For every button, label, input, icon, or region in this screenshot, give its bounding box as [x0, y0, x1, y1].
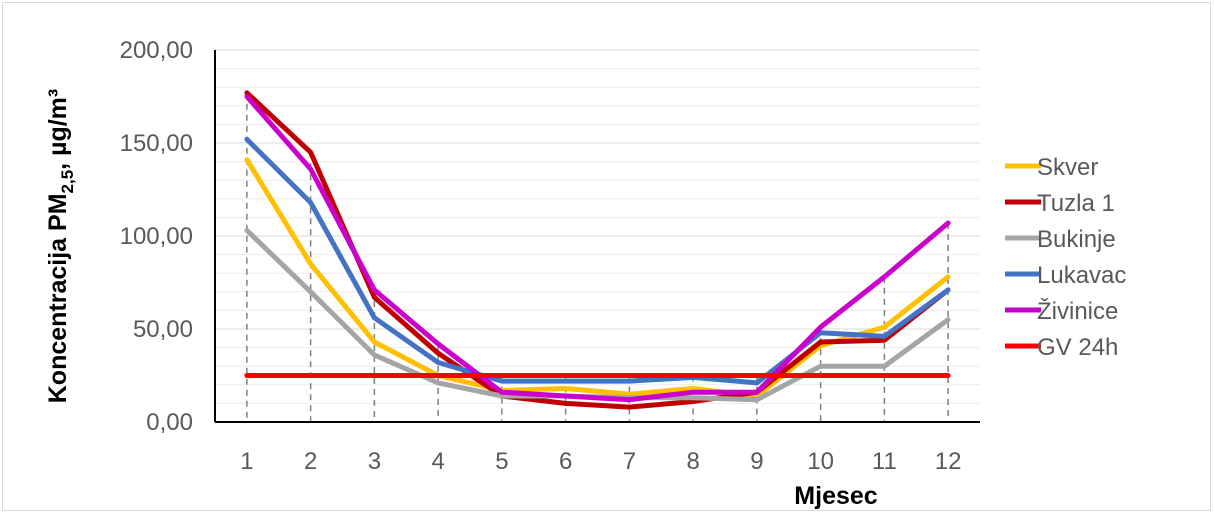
x-axis-label: Mjesec [794, 482, 877, 510]
x-tick-label: 1 [240, 448, 253, 475]
x-tick-label: 7 [623, 448, 636, 475]
series-lines [244, 90, 951, 410]
x-tick-label: 8 [686, 448, 699, 475]
x-tick-label: 11 [872, 448, 897, 475]
y-tick-labels: 0,00 50,00 100,00 150,00 200,00 [120, 37, 193, 436]
y-axis-label: Koncentracija PM2,5, µg/m³ [44, 89, 77, 404]
x-tick-label: 9 [750, 448, 763, 475]
x-tick-label: 2 [304, 448, 317, 475]
y-tick-label: 100,00 [120, 223, 193, 250]
y-tick-label: 200,00 [120, 37, 193, 64]
series-line [244, 94, 951, 403]
x-tick-labels: 1 2 3 4 5 6 7 8 9 10 11 12 [240, 448, 961, 475]
legend-label: Živinice [1037, 298, 1118, 325]
x-tick-label: 3 [368, 448, 381, 475]
y-axis-label-subscript: 2,5 [58, 170, 77, 194]
x-tick-label: 12 [935, 448, 962, 475]
x-tick-label: 5 [495, 448, 508, 475]
x-tick-label: 10 [807, 448, 834, 475]
legend-label: Tuzla 1 [1037, 190, 1115, 217]
grid-lines [215, 49, 980, 404]
y-tick-label: 0,00 [146, 409, 193, 436]
y-tick-label: 150,00 [120, 130, 193, 157]
legend-label: Skver [1037, 154, 1098, 181]
y-tick-label: 50,00 [133, 316, 193, 343]
legend-label: GV 24h [1037, 334, 1118, 361]
legend: Skver Tuzla 1 Bukinje Lukavac Živinice GV 24h [1005, 154, 1126, 361]
drop-lines [246, 92, 949, 422]
y-axis-label-prefix: Koncentracija PM [44, 193, 72, 403]
axes [214, 50, 980, 423]
legend-label: Lukavac [1037, 262, 1126, 289]
x-tick-label: 4 [431, 448, 444, 475]
x-tick-label: 6 [559, 448, 572, 475]
y-axis-label-suffix: , µg/m³ [44, 89, 72, 170]
legend-label: Bukinje [1037, 226, 1116, 253]
series-line [244, 136, 951, 386]
